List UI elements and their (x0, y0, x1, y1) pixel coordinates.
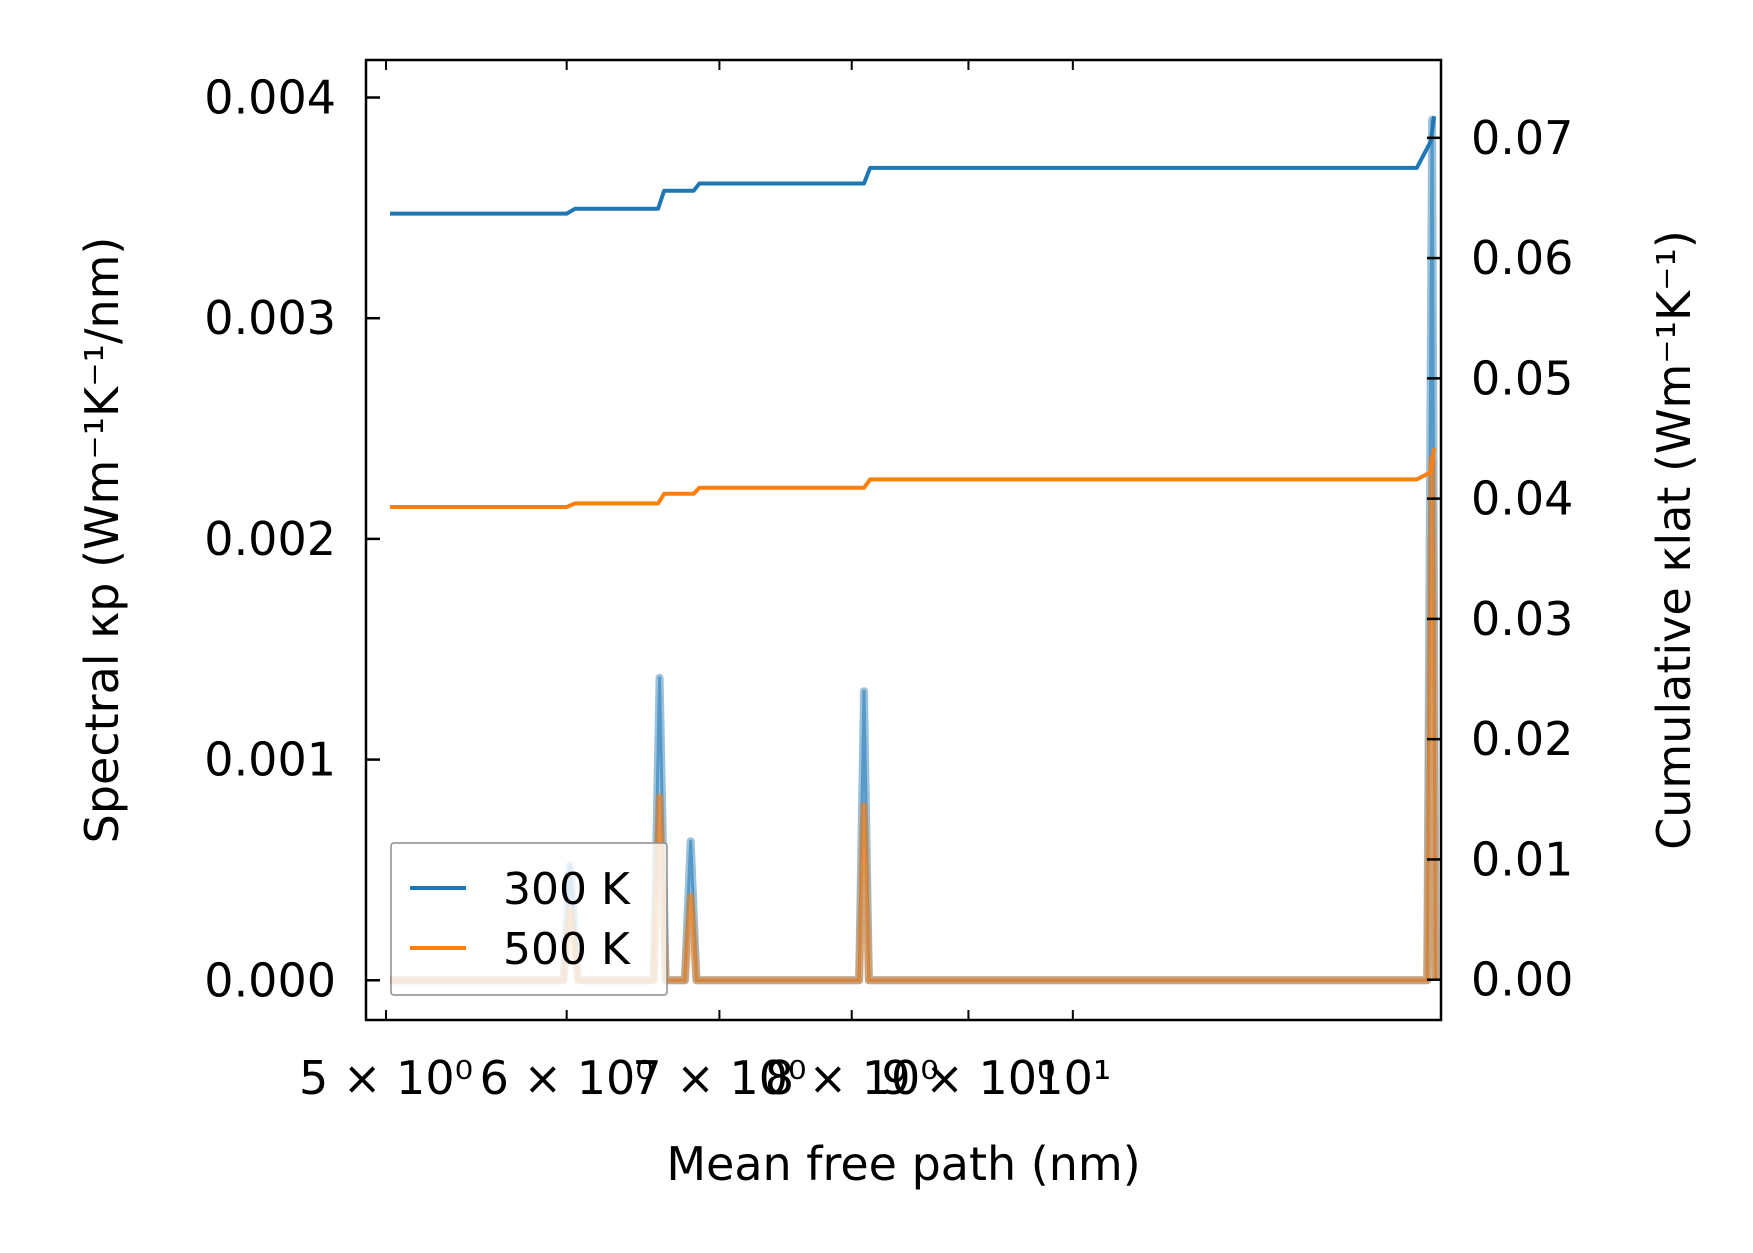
right-y-tick-label: 0.01 (1471, 832, 1573, 886)
left-y-axis-title: Spectral κp (Wm⁻¹K⁻¹/nm) (75, 237, 129, 844)
right-y-tick-label: 0.02 (1471, 712, 1573, 766)
legend: 300 K 500 K (390, 842, 668, 996)
right-y-axis-title: Cumulative κlat (Wm⁻¹K⁻¹) (1647, 230, 1701, 850)
right-y-tick-label: 0.04 (1471, 472, 1573, 526)
x-axis-title: Mean free path (nm) (666, 1137, 1140, 1191)
x-tick-label: 5 × 10⁰ (299, 1051, 473, 1105)
right-y-tick-label: 0.00 (1471, 953, 1573, 1007)
legend-box (390, 842, 668, 996)
x-tick-label: 10¹ (1034, 1051, 1111, 1105)
x-tick-label: 7 × 10⁰ (632, 1051, 806, 1105)
x-tick-label: 6 × 10⁰ (480, 1051, 654, 1105)
cumulative-line-300k (390, 115, 1437, 216)
left-y-tick-label: 0.002 (204, 512, 336, 566)
left-y-tick-label: 0.004 (204, 71, 336, 125)
cumulative-line-500k (390, 447, 1437, 509)
right-y-tick-label: 0.06 (1471, 231, 1573, 285)
legend-label-500k: 500 K (503, 924, 631, 975)
right-y-tick-label: 0.03 (1471, 592, 1573, 646)
left-y-tick-label: 0.001 (204, 733, 336, 787)
right-y-tick-label: 0.07 (1471, 111, 1573, 165)
left-y-tick-label: 0.003 (204, 291, 336, 345)
right-y-axis-ticks: 0.00 0.01 0.02 0.03 0.04 0.05 0.06 0.07 (1427, 111, 1573, 1007)
right-y-tick-label: 0.05 (1471, 351, 1573, 405)
legend-label-300k: 300 K (503, 864, 631, 915)
left-y-tick-label: 0.000 (204, 953, 336, 1007)
left-y-axis-ticks: 0.000 0.001 0.002 0.003 0.004 (204, 71, 380, 1007)
cumulative-series-layer (390, 115, 1437, 509)
x-tick-label: 9 × 10⁰ (881, 1051, 1055, 1105)
x-tick-label: 8 × 10⁰ (765, 1051, 939, 1105)
